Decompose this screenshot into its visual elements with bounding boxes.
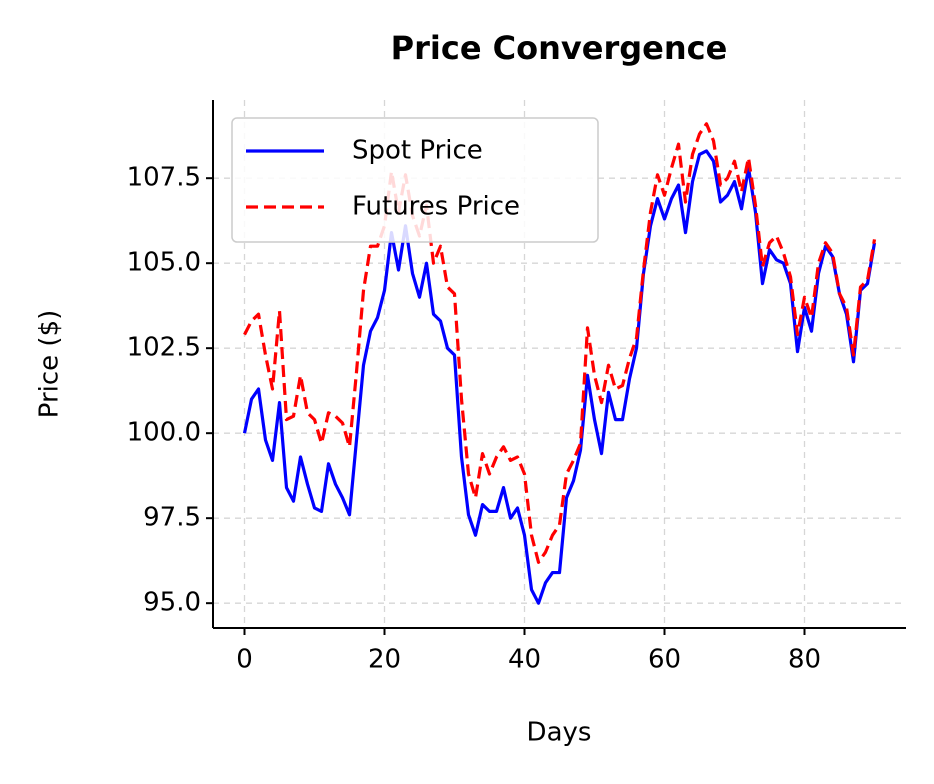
series-line	[243, 122, 877, 564]
legend: Spot Price Futures Price	[231, 117, 599, 243]
x-tick-label: 80	[788, 645, 821, 675]
x-tick-label: 0	[236, 645, 253, 675]
legend-box	[231, 117, 599, 243]
x-tick-label: 20	[368, 645, 401, 675]
legend-label: Spot Price	[352, 136, 483, 166]
y-tick-label: 102.5	[127, 333, 201, 363]
legend-label: Futures Price	[352, 192, 520, 222]
y-tick-label: 105.0	[127, 248, 201, 278]
y-tick-label: 97.5	[143, 503, 201, 533]
x-tick-label: 60	[648, 645, 681, 675]
y-axis-label: Price ($)	[35, 310, 65, 419]
chart-title: Price Convergence	[391, 29, 728, 67]
y-tick-label: 95.0	[143, 588, 201, 618]
y-tick-label: 107.5	[127, 163, 201, 193]
y-tick-label: 100.0	[127, 418, 201, 448]
x-tick-label: 40	[508, 645, 541, 675]
series-line	[242, 149, 877, 605]
x-axis-label: Days	[527, 718, 592, 748]
